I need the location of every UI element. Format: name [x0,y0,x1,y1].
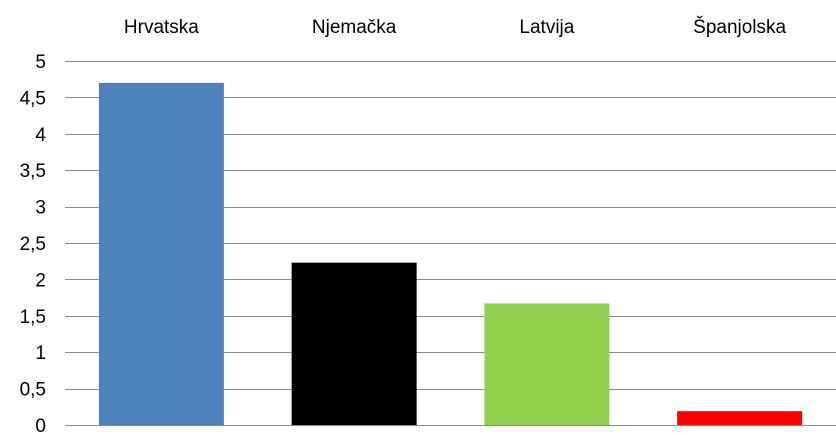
category-label: Njemačka [312,17,397,38]
category-label: Hrvatska [124,17,199,38]
y-tick-label: 0,5 [20,380,46,401]
bar-4 [677,411,803,425]
y-tick-label: 0 [35,416,46,435]
y-tick-label: 2 [35,270,46,291]
bar-1 [98,82,224,425]
category-label: Španjolska [693,16,786,38]
y-tick-label: 1,5 [20,307,46,328]
bar-3 [484,303,610,425]
bars [98,82,803,425]
bar-2 [291,262,417,425]
y-tick-label: 4,5 [20,88,46,109]
y-tick-label: 5 [35,52,46,73]
y-tick-label: 3 [35,198,46,219]
y-tick-label: 2,5 [20,234,46,255]
y-tick-label: 3,5 [20,161,46,182]
y-tick-label: 4 [35,125,46,146]
category-label: Latvija [519,17,574,38]
y-axis-ticks: 0 0,5 1 1,5 2 2,5 3 3,5 4 4,5 5 [20,52,47,435]
y-tick-label: 1 [35,343,46,364]
category-labels: Hrvatska Njemačka Latvija Španjolska [124,16,787,38]
